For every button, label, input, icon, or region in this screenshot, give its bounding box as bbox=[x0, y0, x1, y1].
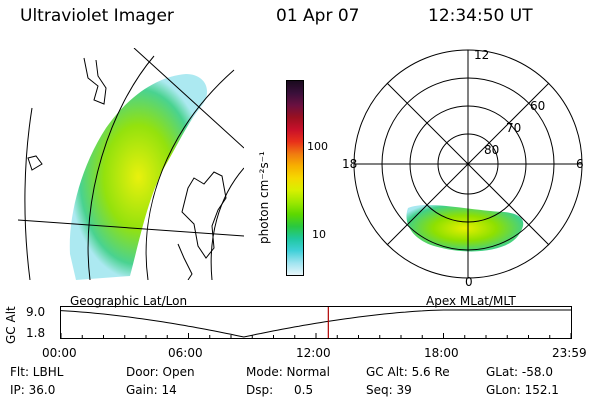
timeline-ymin: 1.8 bbox=[26, 326, 46, 340]
polar-plot: 12 18 6 0 60 70 80 bbox=[342, 48, 584, 286]
colorbar-unit-label: photon cm⁻²s⁻¹ bbox=[257, 151, 271, 244]
orbit-altitude-curve bbox=[60, 309, 571, 338]
geographic-map bbox=[18, 48, 244, 280]
polar-ring-label-60: 60 bbox=[530, 99, 545, 113]
aurora-oval-left bbox=[69, 74, 208, 280]
colorbar-tick-100: 100 bbox=[307, 140, 328, 153]
timeline-xtick-1800: 18:00 bbox=[424, 346, 459, 360]
status-ip: IP: 36.0 bbox=[10, 383, 56, 397]
timeline-xtick-0000: 00:00 bbox=[42, 346, 77, 360]
status-gc-alt: GC Alt: 5.6 Re bbox=[366, 365, 450, 379]
status-dsp-label: Dsp: bbox=[246, 383, 274, 397]
timeline-xtick-1200: 12:00 bbox=[296, 346, 331, 360]
timeline-xtick-0600: 06:00 bbox=[168, 346, 203, 360]
timeline-ylabel: GC Alt bbox=[4, 306, 18, 344]
status-dsp-value: 0.5 bbox=[294, 383, 314, 397]
projection-label-left: Geographic Lat/Lon bbox=[70, 294, 188, 308]
status-seq: Seq: 39 bbox=[366, 383, 412, 397]
timeline-xtick-2359: 23:59 bbox=[552, 346, 587, 360]
polar-label-left: 18 bbox=[342, 157, 357, 171]
polar-label-bottom: 0 bbox=[465, 275, 473, 286]
status-mode: Mode: Normal bbox=[246, 365, 330, 379]
polar-label-top: 12 bbox=[474, 48, 489, 62]
status-filter: Flt: LBHL bbox=[10, 365, 64, 379]
colorbar-tick-10: 10 bbox=[312, 228, 326, 241]
polar-ring-label-80: 80 bbox=[484, 143, 499, 157]
colorbar bbox=[286, 80, 304, 276]
observation-date: 01 Apr 07 bbox=[276, 6, 360, 26]
instrument-title: Ultraviolet Imager bbox=[20, 6, 174, 26]
status-glon: GLon: 152.1 bbox=[486, 383, 559, 397]
projection-label-right: Apex MLat/MLT bbox=[426, 294, 516, 308]
colorbar-gradient bbox=[287, 81, 303, 275]
polar-ring-label-70: 70 bbox=[506, 121, 521, 135]
status-glat: GLat: -58.0 bbox=[486, 365, 553, 379]
status-gain: Gain: 14 bbox=[126, 383, 177, 397]
aurora-oval-right bbox=[406, 204, 524, 252]
timeline-ymax: 9.0 bbox=[26, 305, 46, 319]
timeline-frame bbox=[60, 306, 572, 339]
timeline-plot bbox=[60, 306, 572, 339]
observation-time: 12:34:50 UT bbox=[428, 6, 533, 26]
polar-label-right: 6 bbox=[576, 157, 584, 171]
status-door: Door: Open bbox=[126, 365, 195, 379]
